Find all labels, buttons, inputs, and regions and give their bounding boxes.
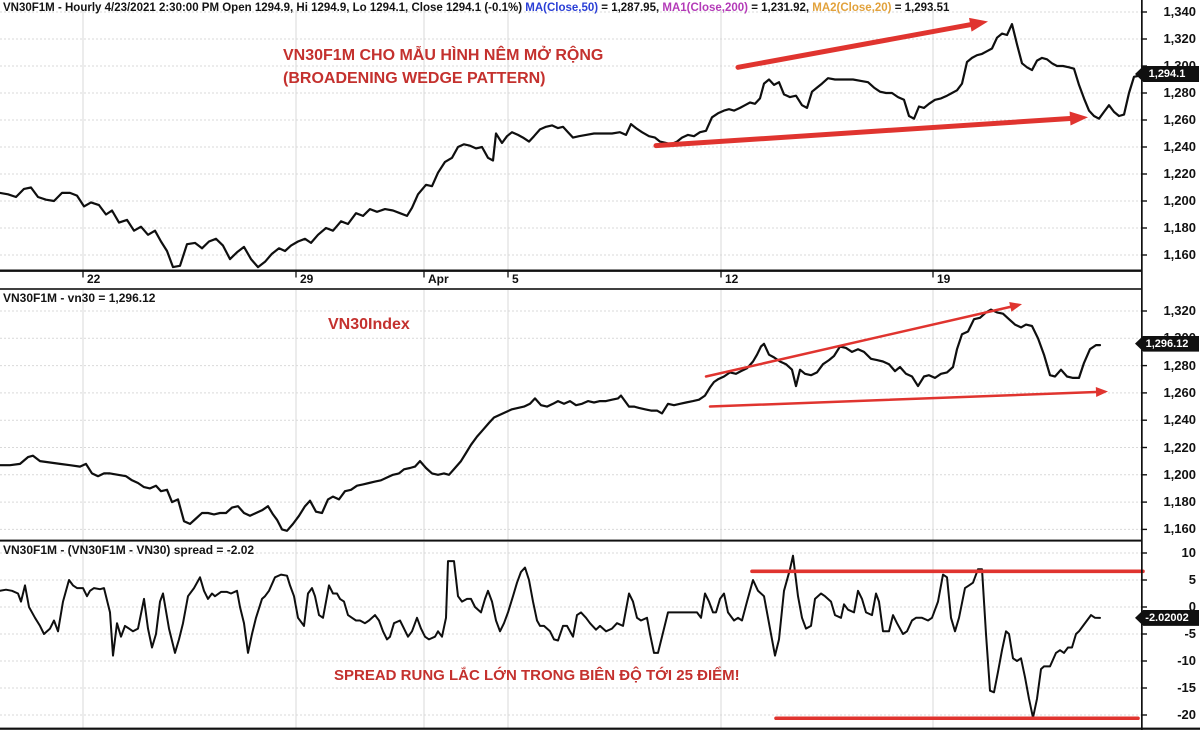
date-band-bottom-border: [0, 288, 1141, 290]
y-axis-label: 0: [1188, 599, 1196, 614]
last-price-tag: -2.02002: [1135, 609, 1199, 626]
panel1-title-segment: = 1,287.95,: [598, 2, 663, 14]
panel2-bottom-border: [0, 539, 1141, 542]
last-price-tag: 1,294.1: [1135, 65, 1199, 82]
y-axis-label: 1,200: [1163, 193, 1196, 208]
x-axis-label: 12: [725, 272, 739, 286]
x-axis-label: Apr: [428, 272, 449, 286]
panel1-title-segment: MA(Close,50): [525, 2, 599, 14]
y-axis-label: 10: [1181, 545, 1196, 560]
annotation-wedge-line1: VN30F1M CHO MẪU HÌNH NÊM MỞ RỘNG: [283, 47, 604, 64]
trend-arrow-shaft: [708, 390, 1098, 408]
trend-arrow-head: [969, 17, 988, 32]
x-axis-label: 19: [937, 272, 951, 286]
y-axis-label: 1,180: [1163, 494, 1196, 510]
annotation-wedge-line2: (BROADENING WEDGE PATTERN): [283, 70, 546, 87]
panel1-title-segment: = 1,293.51: [891, 2, 950, 14]
y-axis-label: 1,260: [1163, 384, 1196, 400]
y-axis-label: 1,180: [1163, 220, 1196, 235]
x-axis-label: 29: [300, 272, 314, 286]
y-axis-label: 1,320: [1163, 31, 1196, 46]
y-axis-label: 1,220: [1163, 439, 1196, 455]
panel3-title: VN30F1M - (VN30F1M - VN30) spread = -2.0…: [3, 543, 255, 557]
price-line-VN30: [0, 308, 1102, 532]
last-price-tag: 1,296.12: [1135, 335, 1199, 352]
panel1-title: VN30F1M - Hourly 4/23/2021 2:30:00 PM Op…: [3, 2, 949, 14]
y-axis-label: 1,220: [1163, 166, 1196, 181]
y-axis-label: 1,280: [1163, 85, 1196, 100]
annotation-spread-range: SPREAD RUNG LẮC LỚN TRONG BIÊN ĐỘ TỚI 25…: [334, 667, 740, 684]
y-axis-label: -5: [1184, 626, 1196, 641]
panel1-title-segment: VN30F1M - Hourly 4/23/2021 2:30:00 PM Op…: [3, 2, 526, 14]
price-line-VN30F1M: [0, 23, 1142, 269]
y-axis-label: 1,160: [1163, 521, 1196, 537]
y-axis-label: 5: [1188, 572, 1196, 587]
y-axis-label: 1,280: [1163, 357, 1196, 373]
panel1-bottom-border: [0, 269, 1141, 272]
panel1-title-segment: MA2(Close,20): [812, 2, 892, 14]
x-axis-label: 22: [87, 272, 101, 286]
price-line-spread: [0, 554, 1101, 719]
panel2-title: VN30F1M - vn30 = 1,296.12: [3, 291, 156, 305]
y-axis-label: 1,240: [1163, 412, 1196, 428]
y-axis-label: 1,160: [1163, 247, 1196, 262]
panel3-bottom-border: [0, 727, 1200, 730]
y-axis-label: -10: [1177, 653, 1196, 668]
trend-arrow-shaft: [704, 305, 1012, 378]
y-axis-label: 1,320: [1163, 303, 1196, 318]
x-axis-label: 5: [512, 272, 519, 286]
trend-arrow-shaft: [735, 22, 973, 70]
y-axis-label: -15: [1177, 680, 1196, 695]
panel1-title-segment: MA1(Close,200): [662, 2, 748, 14]
trend-arrow-head: [1069, 111, 1088, 126]
y-axis-label: 1,340: [1163, 4, 1196, 19]
y-axis-label: 1,260: [1163, 112, 1196, 127]
annotation-vn30index: VN30Index: [328, 316, 410, 333]
y-axis-label: -20: [1177, 707, 1196, 722]
trend-arrow-head: [1095, 386, 1108, 397]
panel1-title-segment: = 1,231.92,: [748, 2, 813, 14]
y-axis-label: 1,240: [1163, 139, 1196, 154]
trend-arrow-shaft: [653, 115, 1073, 149]
y-axis-label: 1,200: [1163, 466, 1196, 482]
trend-arrow-head: [1009, 301, 1022, 312]
